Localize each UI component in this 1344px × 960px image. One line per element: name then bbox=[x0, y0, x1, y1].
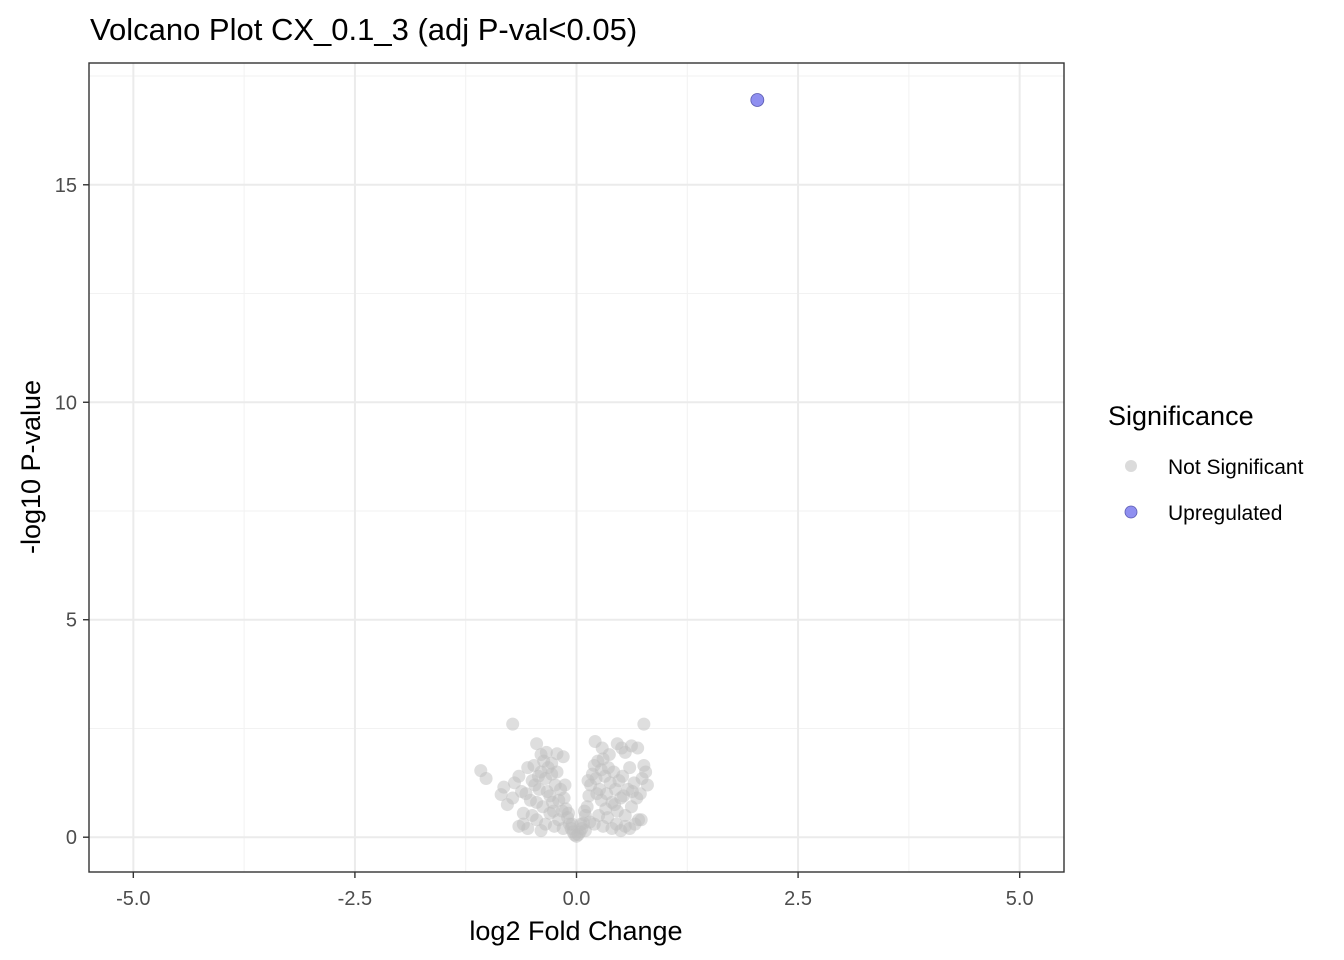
legend-label: Not Significant bbox=[1168, 456, 1304, 479]
point-not-significant bbox=[637, 717, 651, 731]
point-not-significant bbox=[530, 795, 544, 809]
point-not-significant bbox=[512, 769, 526, 783]
legend-key bbox=[1125, 460, 1137, 472]
point-not-significant bbox=[628, 817, 642, 831]
point-not-significant bbox=[479, 771, 493, 785]
points-layer bbox=[474, 93, 765, 843]
x-axis: -5.0 -2.5 0.0 2.5 5.0 bbox=[116, 872, 1034, 910]
point-not-significant bbox=[519, 787, 533, 801]
y-axis: 0 5 10 15 bbox=[55, 175, 89, 849]
x-tick-label: -2.5 bbox=[338, 888, 372, 910]
point-not-significant bbox=[608, 798, 622, 812]
y-tick-label: 15 bbox=[55, 175, 77, 197]
x-axis-title: log2 Fold Change bbox=[469, 916, 682, 946]
point-not-significant bbox=[546, 795, 560, 809]
y-axis-title: -log10 P-value bbox=[16, 380, 46, 554]
point-not-significant bbox=[537, 754, 551, 768]
point-not-significant bbox=[530, 737, 544, 751]
point-not-significant bbox=[516, 817, 530, 831]
x-tick-label: -5.0 bbox=[116, 888, 150, 910]
point-not-significant bbox=[574, 817, 588, 831]
point-not-significant bbox=[506, 717, 520, 731]
point-not-significant bbox=[581, 774, 595, 788]
legend-key bbox=[1124, 505, 1138, 519]
point-not-significant bbox=[531, 769, 545, 783]
legend-title: Significance bbox=[1108, 401, 1254, 431]
legend-items: Not Significant Upregulated bbox=[1124, 456, 1304, 525]
y-tick-label: 0 bbox=[66, 827, 77, 849]
point-not-significant bbox=[623, 761, 637, 775]
x-tick-label: 0.0 bbox=[563, 888, 591, 910]
point-not-significant bbox=[588, 735, 602, 749]
x-tick-label: 5.0 bbox=[1006, 888, 1034, 910]
y-tick-label: 10 bbox=[55, 392, 77, 414]
y-tick-label: 5 bbox=[66, 610, 77, 632]
point-not-significant bbox=[550, 765, 564, 779]
point-not-significant bbox=[557, 791, 571, 805]
point-not-significant bbox=[525, 808, 539, 822]
legend: Significance Not Significant Upregulated bbox=[1108, 401, 1304, 525]
point-not-significant bbox=[639, 765, 653, 779]
point-not-significant bbox=[640, 778, 654, 792]
point-not-significant bbox=[562, 806, 576, 820]
x-tick-label: 2.5 bbox=[784, 888, 812, 910]
point-upregulated bbox=[750, 93, 765, 107]
point-not-significant bbox=[494, 788, 508, 802]
point-not-significant bbox=[577, 804, 591, 818]
point-not-significant bbox=[631, 741, 645, 755]
point-not-significant bbox=[625, 785, 639, 799]
point-not-significant bbox=[556, 750, 570, 764]
chart-title: Volcano Plot CX_0.1_3 (adj P-val<0.05) bbox=[90, 12, 637, 47]
point-not-significant bbox=[590, 787, 604, 801]
point-not-significant bbox=[616, 769, 630, 783]
legend-label: Upregulated bbox=[1168, 502, 1282, 525]
point-not-significant bbox=[540, 785, 554, 799]
point-not-significant bbox=[558, 778, 572, 792]
point-not-significant bbox=[534, 824, 548, 838]
